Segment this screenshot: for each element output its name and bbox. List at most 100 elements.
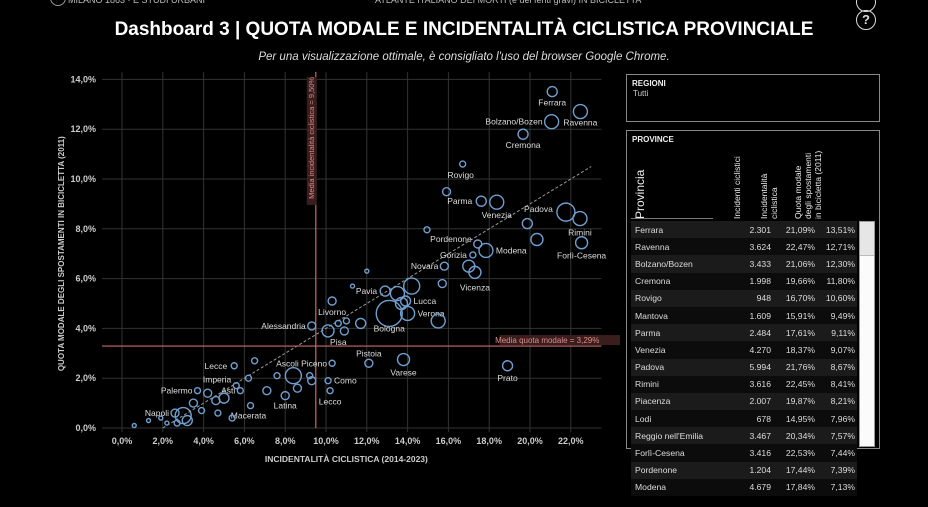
y-tick-label: 0,0% xyxy=(75,423,96,433)
regioni-filter[interactable]: REGIONI Tutti xyxy=(626,74,880,122)
data-point-marker[interactable] xyxy=(250,357,259,365)
data-point-marker[interactable] xyxy=(521,217,534,230)
data-point-marker[interactable] xyxy=(354,317,367,330)
data-point-marker[interactable] xyxy=(439,261,450,271)
data-point-marker[interactable] xyxy=(244,374,253,382)
data-point-marker[interactable] xyxy=(458,160,467,168)
table-row[interactable]: Reggio nell'Emilia 3.467 20,34% 7,57% xyxy=(631,427,857,445)
data-point-marker[interactable] xyxy=(399,295,412,307)
data-point-marker[interactable] xyxy=(280,390,290,401)
table-row[interactable]: Rimini 3.616 22,45% 8,41% xyxy=(631,375,857,393)
table-row[interactable]: Ferrara 2.301 21,09% 13,51% xyxy=(631,221,857,239)
data-point-marker[interactable] xyxy=(327,296,337,306)
data-point-marker[interactable] xyxy=(349,283,356,289)
data-point-marker[interactable] xyxy=(305,372,314,380)
data-point-marker[interactable] xyxy=(572,210,588,227)
data-point-marker[interactable] xyxy=(379,285,391,297)
data-point-marker[interactable] xyxy=(543,114,560,130)
table-row[interactable]: Piacenza 2.007 19,87% 8,21% xyxy=(631,392,857,411)
regioni-filter-value[interactable]: Tutti xyxy=(633,89,649,98)
data-point-marker[interactable] xyxy=(273,372,281,380)
data-point-marker[interactable] xyxy=(292,383,303,393)
data-point-marker[interactable] xyxy=(334,319,342,328)
table-row[interactable]: Padova 5.994 21,76% 8,67% xyxy=(631,358,857,376)
data-point-marker[interactable] xyxy=(478,242,494,259)
data-point-marker[interactable] xyxy=(232,381,240,390)
data-point-marker[interactable] xyxy=(158,415,164,421)
data-point-marker[interactable] xyxy=(437,278,447,289)
data-point-marker[interactable] xyxy=(324,376,332,385)
data-point-marker[interactable] xyxy=(399,305,416,322)
data-point-marker[interactable] xyxy=(321,324,335,338)
help-button[interactable]: ? xyxy=(856,10,876,30)
data-point-marker[interactable] xyxy=(475,195,487,207)
cell-incidenti: 2.484 xyxy=(749,327,771,338)
table-row[interactable]: Venezia 4.270 18,37% 9,07% xyxy=(631,341,857,359)
data-point-marker[interactable] xyxy=(246,401,255,410)
cell-provincia: Ferrara xyxy=(635,224,664,235)
data-point-marker[interactable] xyxy=(342,317,351,325)
data-point-marker[interactable] xyxy=(307,375,317,386)
scrollbar-thumb[interactable] xyxy=(860,222,874,256)
table-row[interactable]: Modena 4.679 17,84% 7,13% xyxy=(631,478,857,496)
data-point-marker[interactable] xyxy=(574,236,589,250)
data-point-marker[interactable] xyxy=(556,202,576,222)
data-point-marker[interactable] xyxy=(181,414,193,427)
data-point-marker[interactable] xyxy=(328,359,336,367)
data-point-marker[interactable] xyxy=(214,409,222,417)
data-point-marker[interactable] xyxy=(307,321,317,331)
data-point-marker[interactable] xyxy=(546,85,558,98)
data-point-marker[interactable] xyxy=(339,326,350,336)
data-point-marker[interactable] xyxy=(375,299,403,328)
data-point-marker[interactable] xyxy=(230,362,238,370)
data-point-label: Modena xyxy=(496,245,527,255)
data-point-marker[interactable] xyxy=(284,367,303,385)
table-row[interactable]: Lodi 678 14,95% 7,96% xyxy=(631,410,857,428)
data-point-marker[interactable] xyxy=(489,194,505,210)
data-point-marker[interactable] xyxy=(131,422,137,429)
data-point-marker[interactable] xyxy=(173,419,181,427)
table-row[interactable]: Ravenna 3.624 22,47% 12,71% xyxy=(631,238,857,256)
data-point-marker[interactable] xyxy=(572,103,589,120)
data-point-marker[interactable] xyxy=(430,313,446,329)
data-point-marker[interactable] xyxy=(211,395,221,406)
data-point-marker[interactable] xyxy=(202,388,213,398)
data-point-marker[interactable] xyxy=(396,352,411,367)
data-point-marker[interactable] xyxy=(441,186,452,197)
col-header-provincia[interactable]: Provincia xyxy=(633,169,647,219)
data-point-marker[interactable] xyxy=(364,268,370,274)
data-point-marker[interactable] xyxy=(389,285,406,302)
y-tick-label: 12,0% xyxy=(70,124,96,134)
data-point-marker[interactable] xyxy=(262,385,272,396)
data-point-marker[interactable] xyxy=(197,406,206,415)
table-row[interactable]: Rovigo 948 16,70% 10,60% xyxy=(631,289,857,307)
table-row[interactable]: Pordenone 1.204 17,44% 7,39% xyxy=(631,461,857,479)
col-header-incidenti[interactable]: Incidenti ciclistici xyxy=(732,156,742,219)
data-point-marker[interactable] xyxy=(423,226,431,234)
data-point-marker[interactable] xyxy=(501,360,514,372)
table-row[interactable]: Parma 2.484 17,61% 9,11% xyxy=(631,324,857,342)
data-point-marker[interactable] xyxy=(236,386,245,395)
data-point-marker[interactable] xyxy=(468,265,482,280)
scatter-plot-svg[interactable]: 0,0% 2,0% 4,0% 6,0% 8,0% 10,0% 12,0% 14,0% 16,0%… xyxy=(0,70,620,470)
data-point-marker[interactable] xyxy=(402,277,421,295)
data-point-marker[interactable] xyxy=(364,358,374,368)
data-point-marker[interactable] xyxy=(228,414,236,422)
scatter-chart[interactable]: 0,0% 2,0% 4,0% 6,0% 8,0% 10,0% 12,0% 14,0% 16,0%… xyxy=(0,70,620,470)
data-point-marker[interactable] xyxy=(326,386,334,395)
table-row[interactable]: Cremona 1.998 19,66% 11,80% xyxy=(631,272,857,290)
col-header-incidentalita[interactable]: Incidentalità ciclistica xyxy=(759,173,779,219)
table-row[interactable]: Forlì-Cesena 3.416 22,53% 7,44% xyxy=(631,444,857,462)
table-row[interactable]: Mantova 1.609 15,91% 9,49% xyxy=(631,306,857,325)
data-point-marker[interactable] xyxy=(530,232,544,247)
data-point-marker[interactable] xyxy=(164,420,170,426)
col-header-quota-modale[interactable]: Quota modale degli spostamenti in bicicl… xyxy=(793,150,823,219)
y-tick-label: 4,0% xyxy=(75,323,96,333)
table-row[interactable]: Bolzano/Bozen 3.433 21,06% 12,30% xyxy=(631,255,857,273)
data-point-marker[interactable] xyxy=(193,386,202,395)
data-point-marker[interactable] xyxy=(469,251,477,259)
table-scrollbar[interactable] xyxy=(859,221,875,447)
data-point-marker[interactable] xyxy=(188,398,199,408)
data-point-marker[interactable] xyxy=(517,128,529,140)
data-point-marker[interactable] xyxy=(145,417,152,424)
